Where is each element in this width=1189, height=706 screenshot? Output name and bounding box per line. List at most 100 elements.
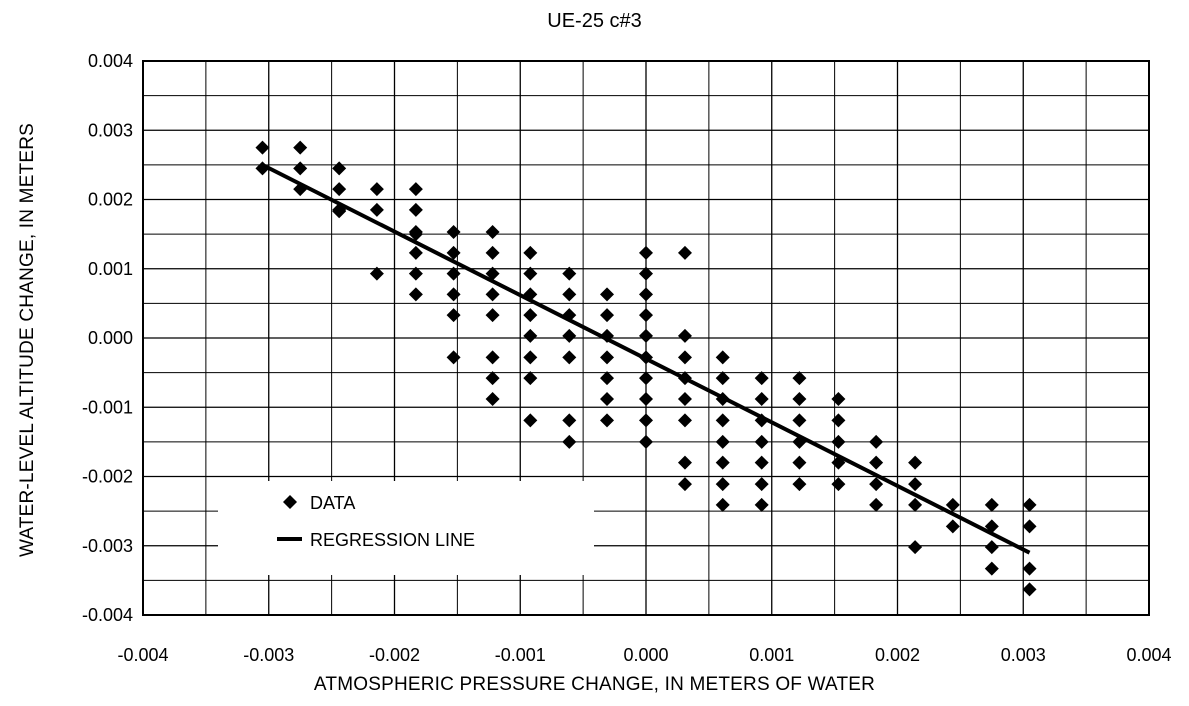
data-point xyxy=(715,371,730,386)
data-point xyxy=(1022,519,1037,534)
y-tick-label: -0.001 xyxy=(82,397,133,417)
data-point xyxy=(715,350,730,365)
data-point xyxy=(523,328,538,343)
data-point xyxy=(715,391,730,406)
data-point xyxy=(715,477,730,492)
data-point xyxy=(408,202,423,217)
data-point xyxy=(293,161,308,176)
data-point xyxy=(715,434,730,449)
data-point xyxy=(677,455,692,470)
data-point xyxy=(408,245,423,260)
data-point xyxy=(754,497,769,512)
data-point xyxy=(446,245,461,260)
data-point xyxy=(485,350,500,365)
data-point xyxy=(600,391,615,406)
data-point xyxy=(1022,582,1037,597)
data-point xyxy=(792,455,807,470)
data-point xyxy=(908,497,923,512)
data-point xyxy=(562,350,577,365)
data-point xyxy=(639,413,653,428)
data-point xyxy=(754,455,769,470)
data-point xyxy=(600,371,615,386)
data-point xyxy=(562,308,577,323)
data-point xyxy=(600,308,615,323)
x-tick-labels: -0.004 -0.003 -0.002 -0.001 0.000 0.001 0.002 0… xyxy=(117,645,1171,665)
data-point xyxy=(369,266,384,281)
data-point xyxy=(332,161,347,176)
data-point xyxy=(869,477,884,492)
data-points xyxy=(255,140,1037,597)
data-point xyxy=(446,287,461,302)
x-tick-label: 0.000 xyxy=(623,645,668,665)
data-point xyxy=(984,540,999,555)
data-point xyxy=(1022,497,1037,512)
data-point xyxy=(600,287,615,302)
data-point xyxy=(1022,561,1037,576)
data-point xyxy=(562,434,577,449)
y-tick-label: 0.003 xyxy=(88,120,133,140)
data-point xyxy=(715,497,730,512)
data-point xyxy=(523,245,538,260)
data-point xyxy=(792,413,807,428)
data-point xyxy=(293,182,308,197)
data-point xyxy=(677,477,692,492)
data-point xyxy=(754,371,769,386)
data-point xyxy=(485,245,500,260)
data-point xyxy=(754,413,769,428)
data-point xyxy=(255,140,270,155)
data-point xyxy=(485,225,500,240)
legend: DATA REGRESSION LINE xyxy=(218,481,594,575)
data-point xyxy=(562,266,577,281)
data-point xyxy=(831,413,846,428)
data-point xyxy=(408,227,423,242)
data-point xyxy=(523,308,538,323)
data-point xyxy=(639,434,653,449)
data-point xyxy=(754,477,769,492)
data-point xyxy=(945,519,960,534)
data-point xyxy=(677,413,692,428)
y-tick-label: 0.000 xyxy=(88,328,133,348)
data-point xyxy=(984,561,999,576)
x-tick-label: 0.004 xyxy=(1126,645,1171,665)
data-point xyxy=(600,328,615,343)
data-point xyxy=(293,140,308,155)
x-tick-label: -0.002 xyxy=(369,645,420,665)
data-point xyxy=(908,540,923,555)
data-point xyxy=(715,413,730,428)
data-point xyxy=(831,391,846,406)
data-point xyxy=(639,371,653,386)
data-point xyxy=(677,245,692,260)
data-point xyxy=(677,371,692,386)
data-point xyxy=(639,266,653,281)
plot-frame xyxy=(142,60,1150,616)
data-point xyxy=(984,497,999,512)
data-point xyxy=(715,455,730,470)
data-point xyxy=(945,497,960,512)
y-tick-label: 0.001 xyxy=(88,259,133,279)
data-point xyxy=(869,455,884,470)
data-point xyxy=(523,350,538,365)
data-point xyxy=(831,434,846,449)
data-point xyxy=(446,350,461,365)
data-point xyxy=(485,287,500,302)
x-axis-label: ATMOSPHERIC PRESSURE CHANGE, IN METERS O… xyxy=(313,674,876,695)
data-point xyxy=(523,266,538,281)
data-point xyxy=(677,391,692,406)
data-point xyxy=(677,328,692,343)
data-point xyxy=(369,202,384,217)
x-tick-label: 0.002 xyxy=(875,645,920,665)
legend-data-label: DATA xyxy=(310,493,355,513)
x-tick-label: 0.003 xyxy=(1001,645,1046,665)
data-point xyxy=(792,477,807,492)
data-point xyxy=(639,350,653,365)
data-point xyxy=(639,308,653,323)
data-point xyxy=(485,308,500,323)
data-point xyxy=(792,371,807,386)
data-point xyxy=(639,391,653,406)
data-point xyxy=(523,413,538,428)
data-point xyxy=(869,434,884,449)
data-point xyxy=(485,266,500,281)
x-tick-label: -0.001 xyxy=(495,645,546,665)
data-point xyxy=(908,477,923,492)
data-point xyxy=(831,477,846,492)
